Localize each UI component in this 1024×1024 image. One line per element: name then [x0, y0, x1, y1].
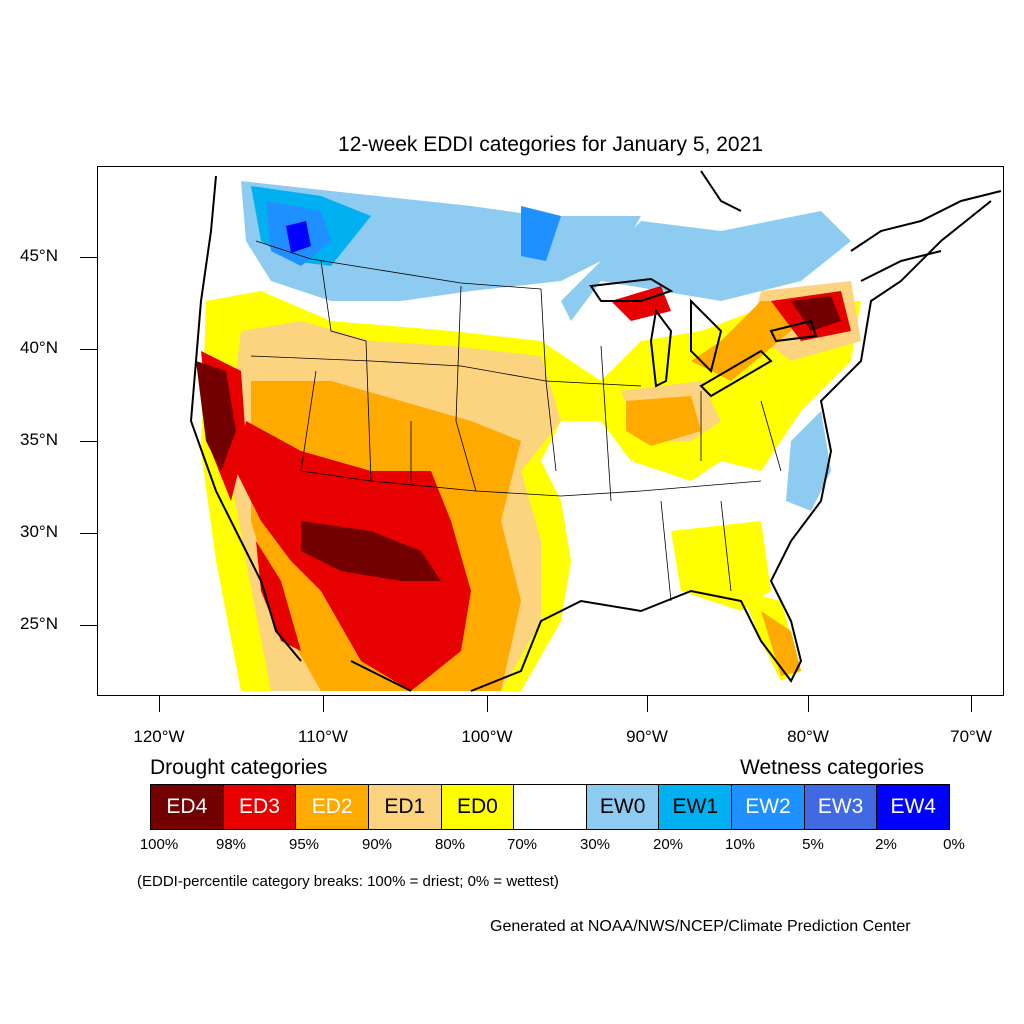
lon-tick	[323, 696, 324, 712]
canada-coast	[700, 170, 1002, 282]
legend-swatch-ew1: EW1	[659, 785, 733, 829]
wet-region-east	[786, 411, 831, 511]
ed2-midwest	[626, 396, 701, 446]
drought-heading: Drought categories	[150, 756, 328, 779]
ed0-southeast	[671, 521, 771, 611]
legend-swatch-ed0: ED0	[441, 785, 515, 829]
eddi-map	[189, 170, 1003, 692]
lon-label-80: 80°W	[787, 727, 829, 746]
percent-break: 98%	[215, 836, 247, 853]
lat-label-25: 25°N	[20, 614, 58, 633]
lat-tick	[80, 441, 97, 442]
ed3-baja	[256, 541, 301, 651]
lat-tick	[80, 349, 97, 350]
lon-label-120: 120°W	[133, 727, 185, 746]
percent-break: 95%	[288, 836, 320, 853]
legend-swatch-ed3: ED3	[223, 785, 297, 829]
legend-swatch-ed4: ED4	[151, 785, 224, 829]
lake-superior	[589, 277, 674, 302]
credit-line: Generated at NOAA/NWS/NCEP/Climate Predi…	[490, 918, 911, 935]
lon-label-110: 110°W	[298, 727, 348, 746]
lon-tick	[808, 696, 809, 712]
percent-break: 90%	[361, 836, 393, 853]
legend-colorbar: ED4 ED3 ED2 ED1 ED0 EW0 EW1 EW2 EW3 EW4	[150, 784, 950, 830]
lake-michigan	[649, 308, 673, 388]
percent-break: 20%	[652, 836, 684, 853]
map-title: 12-week EDDI categories for January 5, 2…	[338, 133, 763, 156]
coastline	[189, 175, 992, 692]
lat-label-40: 40°N	[20, 338, 58, 357]
lon-label-90: 90°W	[626, 727, 668, 746]
lon-label-100: 100°W	[461, 727, 513, 746]
lon-tick	[647, 696, 648, 712]
lon-tick	[971, 696, 972, 712]
percent-break: 0%	[943, 836, 965, 853]
legend-swatch-ew4: EW4	[877, 785, 950, 829]
ed4-ny	[791, 296, 841, 331]
map-area	[97, 166, 1004, 696]
percent-break: 2%	[875, 836, 897, 853]
lake-huron	[690, 298, 723, 373]
percent-break: 5%	[802, 836, 824, 853]
category-note: (EDDI-percentile category breaks: 100% =…	[137, 873, 559, 890]
ed2-florida	[761, 611, 801, 676]
percent-break: 80%	[434, 836, 466, 853]
wet-region-greatlakes	[561, 211, 851, 321]
lat-label-30: 30°N	[20, 522, 58, 541]
legend-swatch-ed2: ED2	[296, 785, 369, 829]
legend-swatch-ew2: EW2	[732, 785, 805, 829]
wet-region-ew4	[286, 221, 311, 253]
lake-erie	[699, 349, 773, 398]
percent-break: 100%	[139, 836, 179, 853]
legend-swatch-ed1: ED1	[368, 785, 442, 829]
wet-region-mn	[521, 206, 561, 261]
percent-break: 70%	[506, 836, 538, 853]
wetness-heading: Wetness categories	[740, 756, 925, 779]
state-boundaries	[250, 240, 782, 602]
legend-swatch-ew3: EW3	[804, 785, 878, 829]
ed4-southwest	[301, 521, 441, 581]
ed4-california	[196, 361, 236, 471]
ed2-ohio	[691, 301, 801, 381]
lon-tick	[487, 696, 488, 712]
legend-swatch-neutral	[514, 785, 587, 829]
lat-tick	[80, 257, 97, 258]
lake-ontario	[769, 319, 818, 343]
legend-swatch-ew0: EW0	[586, 785, 660, 829]
lat-tick	[80, 533, 97, 534]
lat-label-45: 45°N	[20, 246, 58, 265]
lat-tick	[80, 625, 97, 626]
lon-label-70: 70°W	[950, 727, 992, 746]
percent-break: 30%	[579, 836, 611, 853]
lon-tick	[159, 696, 160, 712]
lat-label-35: 35°N	[20, 430, 58, 449]
percent-break: 10%	[724, 836, 756, 853]
